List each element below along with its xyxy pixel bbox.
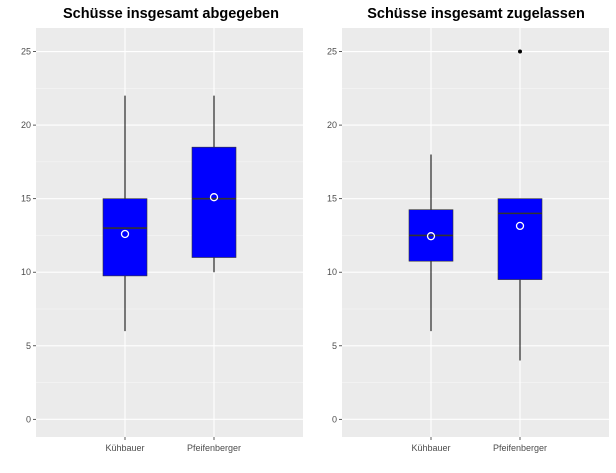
x-tick-label: Pfeifenberger xyxy=(493,443,547,453)
x-tick-label: Kühbauer xyxy=(411,443,450,453)
mean-marker xyxy=(426,232,436,241)
mean-marker xyxy=(515,221,525,231)
mean-marker xyxy=(209,193,219,202)
panel-shots-conceded: Schüsse insgesamt zugelassen 0 5 10 15 20 25 K… xyxy=(327,6,609,453)
y-tick-label: 0 xyxy=(332,414,337,424)
y-tick-label: 10 xyxy=(21,267,31,277)
y-tick-label: 20 xyxy=(21,120,31,130)
panel-title-shots-given: Schüsse insgesamt abgegeben xyxy=(63,6,279,22)
panel-title-shots-conceded: Schüsse insgesamt zugelassen xyxy=(367,6,585,22)
outlier-point xyxy=(518,49,522,54)
y-tick-label: 5 xyxy=(26,341,31,351)
box-pfeifenberger xyxy=(497,198,543,280)
x-tick-label: Pfeifenberger xyxy=(187,443,241,453)
panel-shots-given: Schüsse insgesamt abgegeben 0 5 10 15 20 25 Kü… xyxy=(21,6,303,453)
y-tick-label: 10 xyxy=(327,267,337,277)
mean-marker xyxy=(120,229,130,239)
y-tick-label: 5 xyxy=(332,341,337,351)
y-tick-label: 25 xyxy=(327,47,337,57)
plot-background xyxy=(36,28,303,437)
y-tick-label: 20 xyxy=(327,120,337,130)
plot-background xyxy=(342,28,609,437)
box-pfeifenberger xyxy=(191,146,237,258)
y-tick-label: 25 xyxy=(21,47,31,57)
y-tick-label: 15 xyxy=(21,194,31,204)
x-tick-label: Kühbauer xyxy=(105,443,144,453)
y-tick-label: 0 xyxy=(26,414,31,424)
y-tick-label: 15 xyxy=(327,194,337,204)
